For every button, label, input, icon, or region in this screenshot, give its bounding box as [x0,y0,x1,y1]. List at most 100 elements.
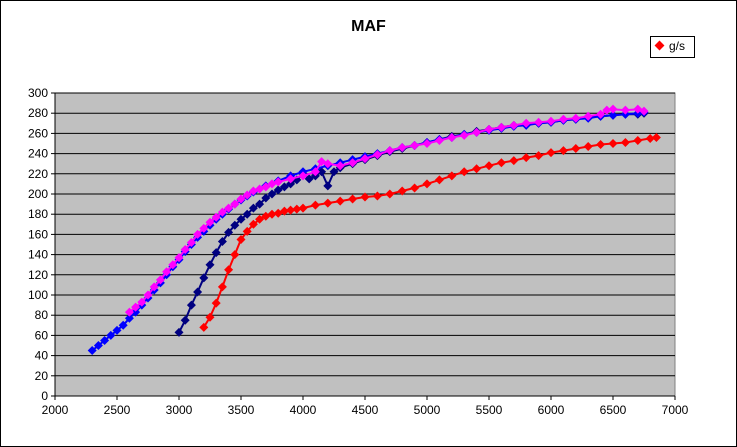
y-tick-label: 20 [35,369,49,383]
data-point [602,105,612,115]
data-point [242,226,252,236]
y-tick-label: 100 [28,288,48,302]
data-point [546,148,556,158]
plot-area [54,92,676,397]
x-tick-labels: 2000 2500 3000 3500 4000 4500 5000 5500 6000 6500… [42,403,689,417]
x-tick-label: 5000 [414,403,441,417]
x-tick-label: 7000 [662,403,689,417]
data-point [509,120,519,130]
data-point [292,204,302,214]
data-series [87,104,661,356]
data-point [608,139,618,148]
axes [51,92,676,400]
data-point [217,207,227,217]
data-point [211,248,221,258]
data-point [87,346,97,356]
data-point [521,153,531,163]
data-point [186,300,196,310]
series-trendline [202,136,657,328]
data-point [583,111,593,121]
data-point [100,335,110,345]
data-point [261,182,271,192]
y-tick-label: 200 [28,187,48,201]
data-point [348,194,358,204]
data-point [118,320,128,330]
y-tick-label: 80 [35,308,49,322]
data-point [534,117,544,127]
data-point [323,159,333,169]
data-point [286,205,296,215]
data-point [236,214,246,224]
data-point [273,185,283,195]
data-point [410,141,420,151]
data-point [434,175,444,185]
y-tick-label: 300 [28,86,48,100]
data-point [236,234,246,244]
data-point [509,156,519,166]
y-tick-label: 240 [28,147,48,161]
data-point [484,124,494,134]
data-point [596,109,606,119]
data-point [211,298,221,308]
data-point [124,307,134,317]
data-point [633,135,643,145]
data-point [205,260,215,270]
data-point [224,203,234,213]
data-point [186,237,196,247]
data-point [397,143,407,153]
data-point [298,171,308,181]
series-3 [124,104,649,317]
data-point [608,110,618,120]
y-tick-label: 160 [28,227,48,241]
data-point [298,203,308,213]
data-point [137,297,147,307]
data-point [279,182,289,192]
data-point [242,190,252,200]
y-tick-label: 280 [28,106,48,120]
data-point [230,250,240,260]
y-tick-label: 120 [28,268,48,282]
data-point [230,220,240,230]
data-point [447,132,457,142]
data-point [397,186,407,196]
data-point [106,330,116,340]
y-tick-labels: 0 20 40 60 80 100 120 140 160 180 200 220 240 260 280 3… [28,86,48,403]
data-point [224,265,234,275]
data-point [472,127,482,137]
data-point [310,200,320,210]
data-point [217,282,227,292]
y-tick-label: 220 [28,167,48,181]
data-point [645,133,655,143]
data-point [267,189,277,199]
data-point [329,167,339,177]
data-point [348,158,358,168]
data-point [596,140,606,150]
data-point [255,199,265,209]
data-point [521,118,531,128]
data-point [143,290,153,300]
data-point [323,198,333,208]
data-point [335,196,345,206]
y-tick-label: 0 [41,389,48,403]
data-point [472,164,482,174]
data-point [459,167,469,177]
data-point [317,167,327,177]
data-point [248,219,258,229]
data-point [558,146,568,156]
data-point [496,122,506,132]
data-point [484,161,494,171]
data-point [410,183,420,193]
x-tick-label: 5500 [476,403,503,417]
data-point [124,313,134,323]
data-point [608,104,618,114]
data-point [193,287,203,297]
data-point [162,267,172,277]
data-point [459,130,469,140]
data-point [335,161,345,171]
data-point [261,193,271,203]
data-point [558,114,568,124]
data-point [267,209,277,219]
data-point [546,116,556,126]
data-point [199,223,209,233]
y-tick-label: 40 [35,349,49,363]
